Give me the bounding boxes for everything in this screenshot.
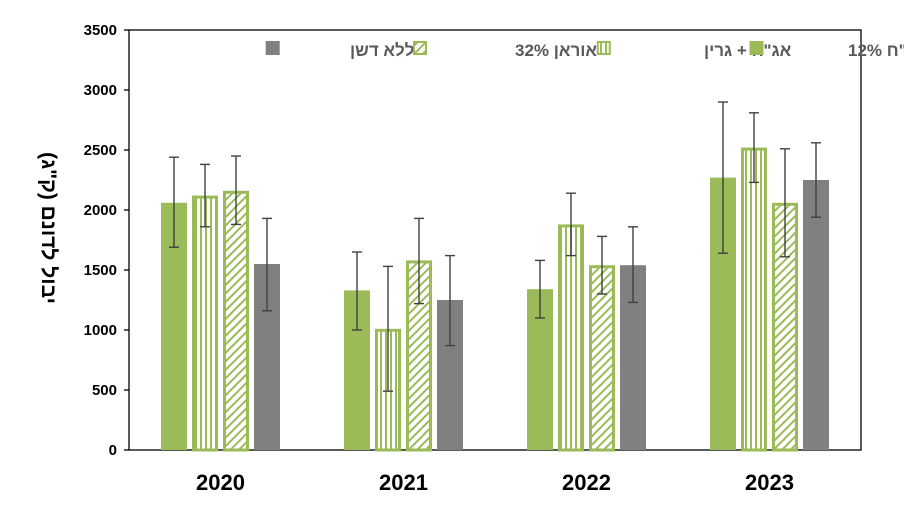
legend-label: אג"ח 12% <box>848 41 904 60</box>
legend-label: אג"ח + גרין <box>704 41 792 60</box>
y-tick-label: 0 <box>109 442 117 459</box>
x-tick-label: 2020 <box>196 470 245 495</box>
x-tick-label: 2022 <box>562 470 611 495</box>
bar <box>194 197 217 450</box>
legend-swatch <box>414 42 426 54</box>
y-tick-label: 2000 <box>84 202 117 219</box>
bar <box>225 192 248 450</box>
bar <box>743 149 766 450</box>
legend-swatch <box>750 41 764 55</box>
legend-label: אוראן 32% <box>515 41 597 60</box>
y-tick-label: 500 <box>92 382 117 399</box>
x-tick-label: 2023 <box>745 470 794 495</box>
bar <box>803 180 829 450</box>
legend-label: ללא דשן <box>350 41 414 60</box>
y-tick-label: 3500 <box>84 22 117 39</box>
x-tick-label: 2021 <box>379 470 428 495</box>
y-tick-label: 3000 <box>84 82 117 99</box>
legend-swatch <box>266 41 280 55</box>
y-axis-title: יבול לדונם (ק"ג) <box>37 152 60 304</box>
y-tick-label: 1000 <box>84 322 117 339</box>
y-tick-label: 2500 <box>84 142 117 159</box>
legend-swatch <box>598 42 610 54</box>
y-tick-label: 1500 <box>84 262 117 279</box>
bar <box>560 226 583 450</box>
